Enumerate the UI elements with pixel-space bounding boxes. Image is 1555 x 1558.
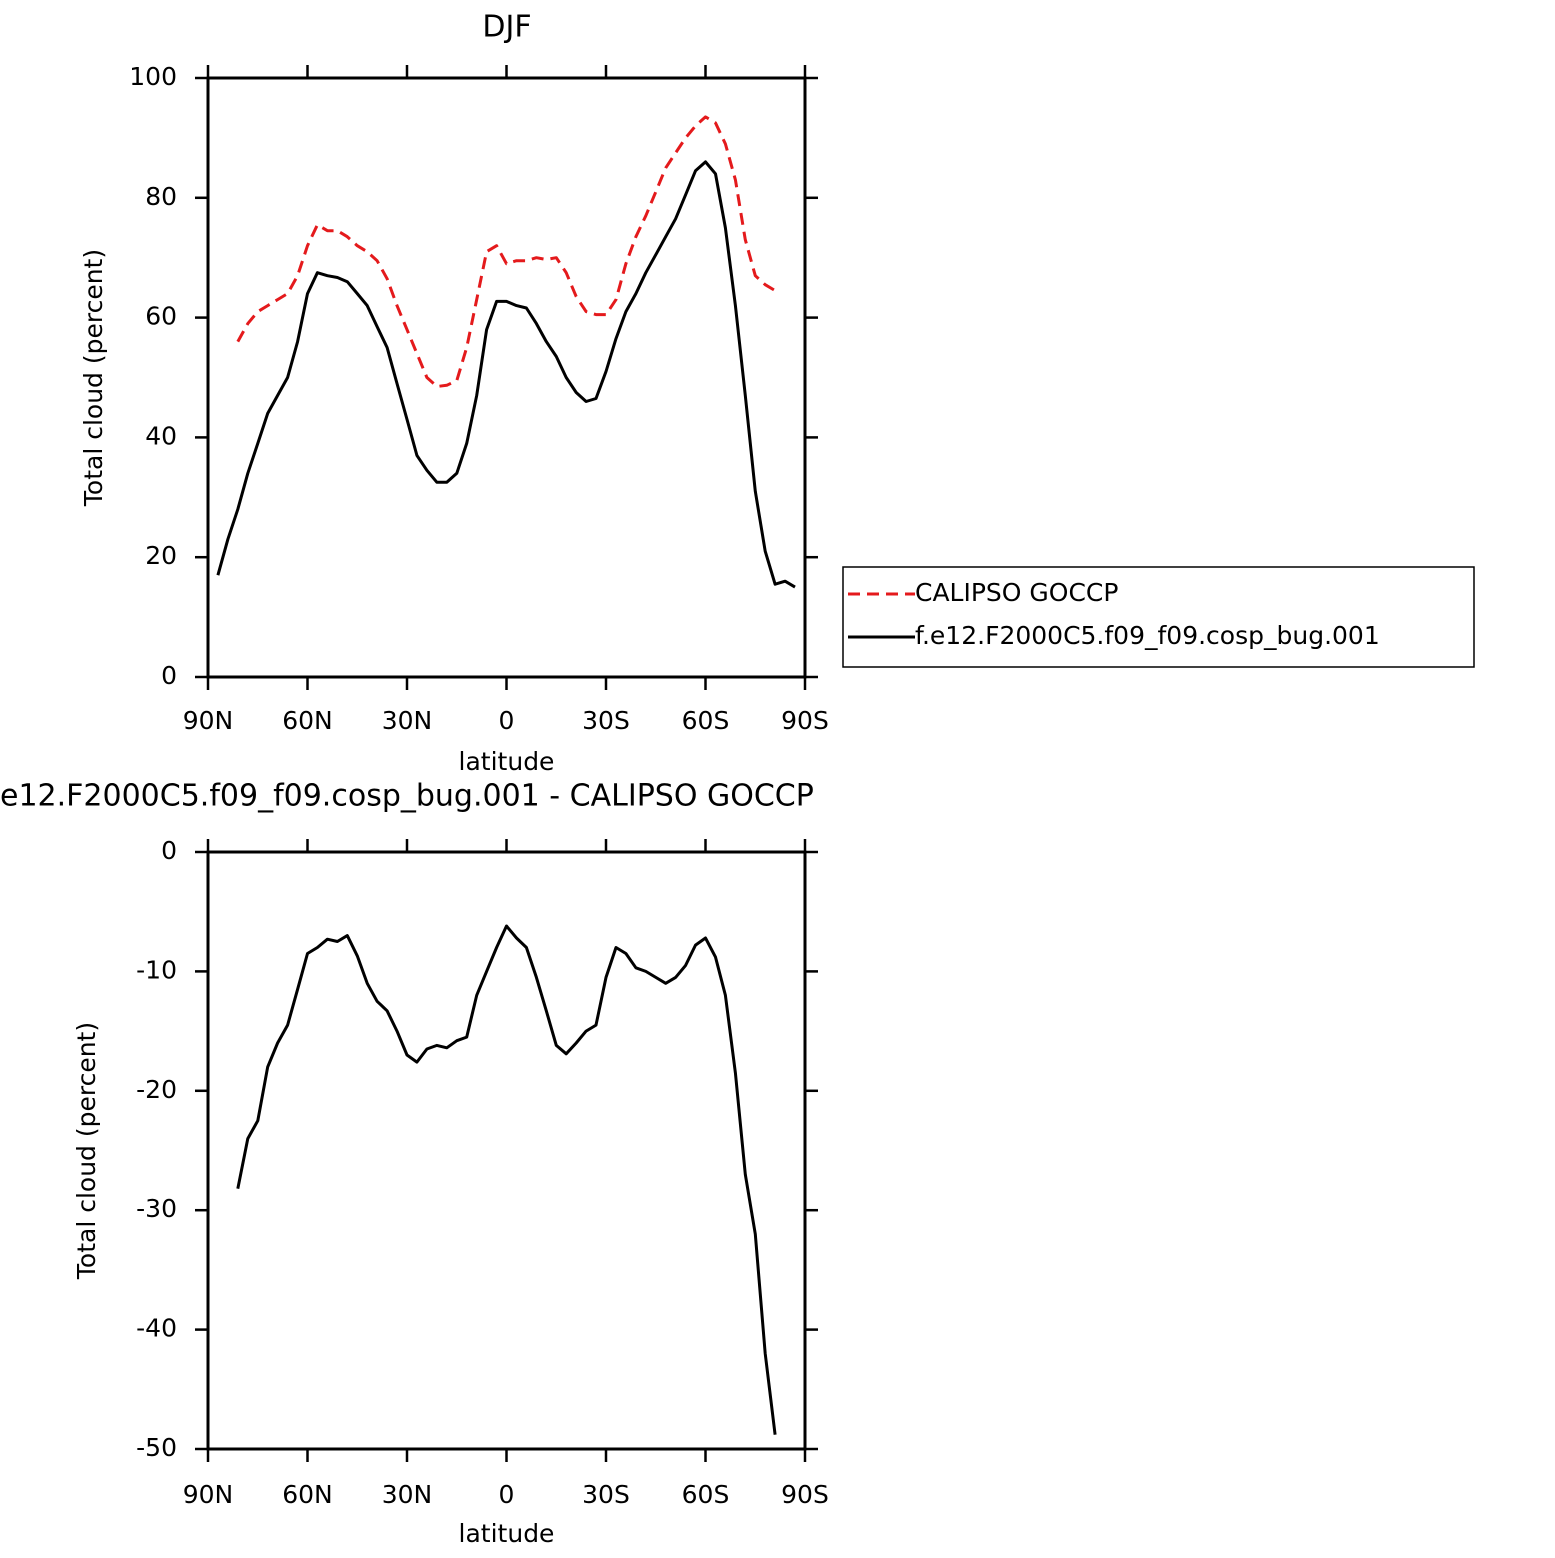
data-line (216, 160, 796, 589)
x-tick-label: 30S (582, 1480, 630, 1509)
x-tick-label: 0 (499, 706, 515, 735)
y-tick-label: -50 (136, 1433, 177, 1462)
chart-title: e12.F2000C5.f09_f09.cosp_bug.001 - CALIP… (0, 779, 814, 814)
y-tick-label: 0 (161, 661, 177, 690)
y-tick-label: -40 (136, 1314, 177, 1343)
x-tick-label: 90N (183, 706, 234, 735)
y-tick-label: 60 (145, 302, 177, 331)
legend-label: CALIPSO GOCCP (915, 578, 1118, 607)
x-tick-label: 30S (582, 706, 630, 735)
y-tick-label: -30 (136, 1194, 177, 1223)
plot-frame (206, 850, 807, 1451)
x-tick-label: 90S (781, 1480, 829, 1509)
legend-box (842, 566, 1475, 668)
x-tick-label: 90N (183, 1480, 234, 1509)
y-tick-label: -20 (136, 1075, 177, 1104)
x-tick-label: 90S (781, 706, 829, 735)
x-tick-label: 60S (682, 1480, 730, 1509)
plot-frame (206, 76, 807, 679)
y-tick-label: 0 (161, 836, 177, 865)
y-tick-label: 20 (145, 541, 177, 570)
y-tick-label: 80 (145, 182, 177, 211)
x-tick-label: 60S (682, 706, 730, 735)
x-tick-label: 60N (282, 1480, 333, 1509)
x-tick-label: 30N (382, 706, 433, 735)
y-tick-label: -10 (136, 955, 177, 984)
y-axis-label: Total cloud (percent) (79, 249, 108, 507)
x-axis-label: latitude (459, 1519, 555, 1548)
y-tick-label: 100 (129, 62, 177, 91)
y-tick-label: 40 (145, 421, 177, 450)
x-tick-label: 0 (499, 1480, 515, 1509)
legend-label: f.e12.F2000C5.f09_f09.cosp_bug.001 (915, 621, 1380, 650)
data-line (236, 924, 777, 1435)
x-tick-label: 30N (382, 1480, 433, 1509)
x-tick-label: 60N (282, 706, 333, 735)
y-axis-label: Total cloud (percent) (72, 1022, 101, 1280)
data-line (236, 115, 776, 388)
x-axis-label: latitude (459, 747, 555, 776)
chart-title: DJF (482, 10, 531, 45)
